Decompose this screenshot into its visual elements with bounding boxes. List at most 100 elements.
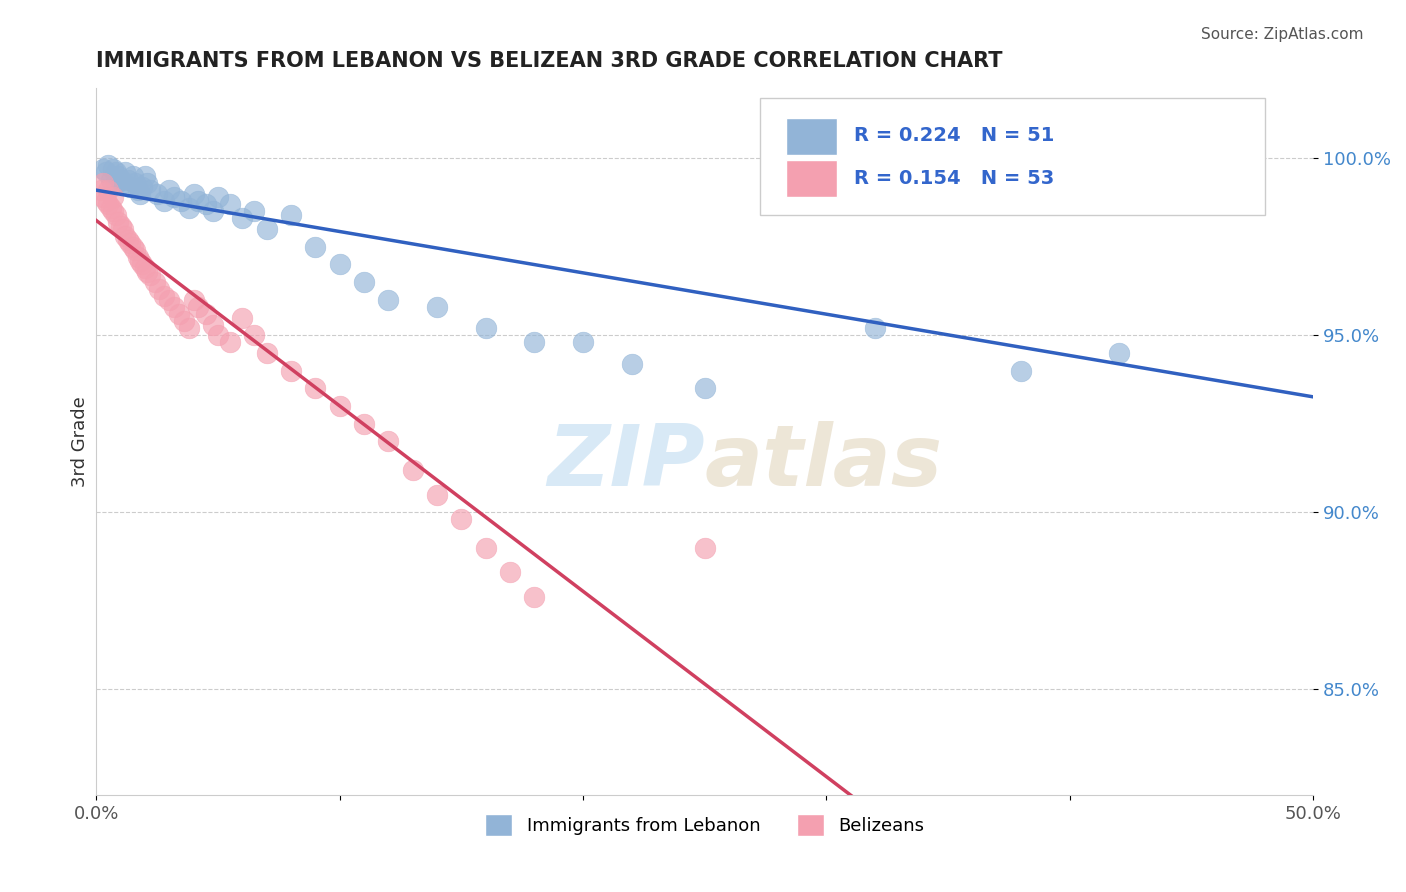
- Point: [187, 300, 209, 314]
- Point: [97, 158, 120, 172]
- Point: [353, 417, 375, 431]
- Point: [620, 357, 643, 371]
- Point: [170, 194, 193, 208]
- Point: [401, 463, 423, 477]
- Point: [523, 335, 546, 350]
- Point: [124, 244, 146, 258]
- Point: [129, 186, 152, 201]
- Point: [167, 307, 190, 321]
- Text: Source: ZipAtlas.com: Source: ZipAtlas.com: [1201, 27, 1364, 42]
- Point: [163, 300, 186, 314]
- Point: [1010, 364, 1032, 378]
- Point: [111, 176, 134, 190]
- Point: [131, 179, 153, 194]
- Point: [134, 169, 156, 183]
- Point: [231, 211, 253, 226]
- Point: [94, 194, 117, 208]
- Point: [187, 194, 209, 208]
- Point: [104, 176, 127, 190]
- Point: [157, 293, 180, 307]
- Point: [138, 183, 160, 197]
- Point: [127, 251, 149, 265]
- Point: [97, 197, 120, 211]
- Point: [194, 307, 217, 321]
- Point: [450, 512, 472, 526]
- Point: [256, 222, 278, 236]
- Point: [177, 321, 200, 335]
- Text: ZIP: ZIP: [547, 421, 704, 504]
- Point: [243, 204, 266, 219]
- Point: [243, 328, 266, 343]
- Point: [100, 201, 122, 215]
- Point: [183, 186, 205, 201]
- Text: atlas: atlas: [704, 421, 943, 504]
- Point: [572, 335, 595, 350]
- Point: [134, 260, 156, 275]
- Point: [163, 190, 186, 204]
- Point: [693, 541, 716, 555]
- Legend: Immigrants from Lebanon, Belizeans: Immigrants from Lebanon, Belizeans: [478, 806, 931, 843]
- Point: [474, 541, 496, 555]
- Y-axis label: 3rd Grade: 3rd Grade: [72, 396, 89, 487]
- Point: [121, 240, 143, 254]
- Point: [110, 219, 132, 233]
- Point: [304, 240, 326, 254]
- Point: [426, 487, 449, 501]
- Point: [173, 314, 195, 328]
- Bar: [786, 161, 838, 197]
- Point: [94, 165, 117, 179]
- Point: [219, 197, 242, 211]
- Point: [183, 293, 205, 307]
- Point: [194, 197, 217, 211]
- Point: [202, 204, 225, 219]
- Point: [107, 215, 129, 229]
- Point: [114, 229, 136, 244]
- Point: [104, 208, 127, 222]
- Point: [863, 321, 886, 335]
- Point: [202, 318, 225, 332]
- Text: R = 0.224   N = 51: R = 0.224 N = 51: [855, 126, 1054, 145]
- Point: [523, 590, 546, 604]
- Point: [353, 275, 375, 289]
- Point: [90, 183, 112, 197]
- Point: [103, 204, 125, 219]
- Point: [1108, 346, 1130, 360]
- Point: [143, 275, 166, 289]
- Point: [104, 165, 127, 179]
- Point: [146, 186, 169, 201]
- Point: [693, 381, 716, 395]
- Point: [1229, 151, 1251, 165]
- Point: [120, 236, 142, 251]
- Point: [97, 183, 120, 197]
- Text: R = 0.154   N = 53: R = 0.154 N = 53: [855, 169, 1054, 187]
- Point: [103, 190, 125, 204]
- Point: [304, 381, 326, 395]
- Point: [136, 176, 159, 190]
- Point: [121, 169, 143, 183]
- Point: [256, 346, 278, 360]
- Point: [280, 208, 302, 222]
- Text: IMMIGRANTS FROM LEBANON VS BELIZEAN 3RD GRADE CORRELATION CHART: IMMIGRANTS FROM LEBANON VS BELIZEAN 3RD …: [96, 51, 1002, 70]
- Point: [207, 328, 229, 343]
- Point: [499, 566, 522, 580]
- Point: [110, 172, 132, 186]
- Point: [207, 190, 229, 204]
- Point: [219, 335, 242, 350]
- Point: [177, 201, 200, 215]
- Point: [107, 169, 129, 183]
- Point: [153, 194, 176, 208]
- Point: [474, 321, 496, 335]
- Point: [93, 190, 115, 204]
- Point: [100, 172, 122, 186]
- Point: [120, 179, 142, 194]
- Point: [153, 289, 176, 303]
- Point: [136, 264, 159, 278]
- Point: [114, 165, 136, 179]
- Point: [124, 176, 146, 190]
- Point: [280, 364, 302, 378]
- Point: [111, 222, 134, 236]
- Point: [157, 183, 180, 197]
- Point: [138, 268, 160, 282]
- Point: [117, 233, 139, 247]
- Point: [148, 282, 170, 296]
